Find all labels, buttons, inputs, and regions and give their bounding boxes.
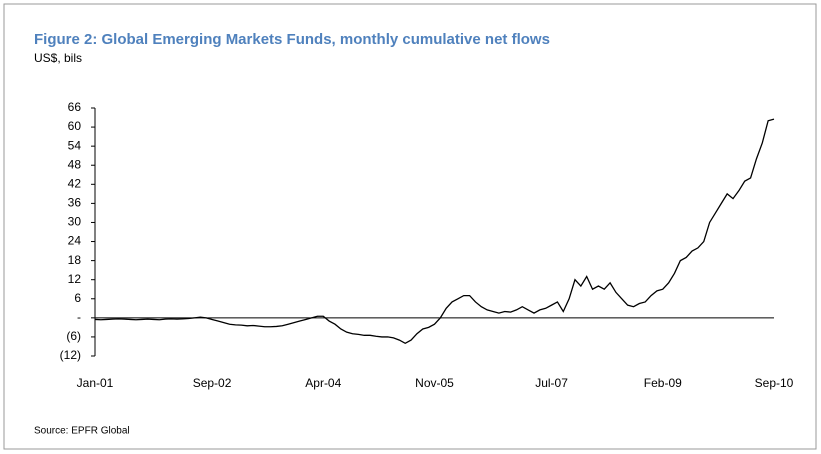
y-tick-label: 12 — [68, 272, 82, 286]
y-tick-label: 48 — [68, 157, 82, 171]
x-tick-label: Sep-02 — [193, 376, 232, 390]
chart-subtitle: US$, bils — [34, 51, 82, 65]
frame — [3, 3, 817, 450]
y-tick-label: 30 — [68, 215, 82, 229]
x-tick-label: Jan-01 — [77, 376, 114, 390]
y-tick-label: 66 — [68, 100, 82, 114]
y-tick-label: 18 — [68, 253, 82, 267]
y-tick-label: 54 — [68, 138, 82, 152]
y-tick-label: 6 — [74, 291, 81, 305]
source: Source: EPFR Global — [34, 426, 130, 437]
y-tick-label: 60 — [68, 119, 82, 133]
y-tick-label: 36 — [68, 196, 82, 210]
x-tick-label: Jul-07 — [535, 376, 568, 390]
y-tick-label: 42 — [68, 176, 82, 190]
chart-title: Figure 2: Global Emerging Markets Funds,… — [34, 31, 550, 48]
x-tick-label: Feb-09 — [644, 376, 682, 390]
y-tick-label: - — [77, 310, 81, 324]
y-tick-label: (6) — [66, 329, 81, 343]
y-tick-label: 24 — [68, 234, 82, 248]
x-tick-label: Nov-05 — [415, 376, 454, 390]
x-tick-label: Sep-10 — [755, 376, 794, 390]
line — [94, 118, 775, 345]
x-tick-label: Apr-04 — [305, 376, 341, 390]
y-tick-label: (12) — [60, 348, 81, 362]
